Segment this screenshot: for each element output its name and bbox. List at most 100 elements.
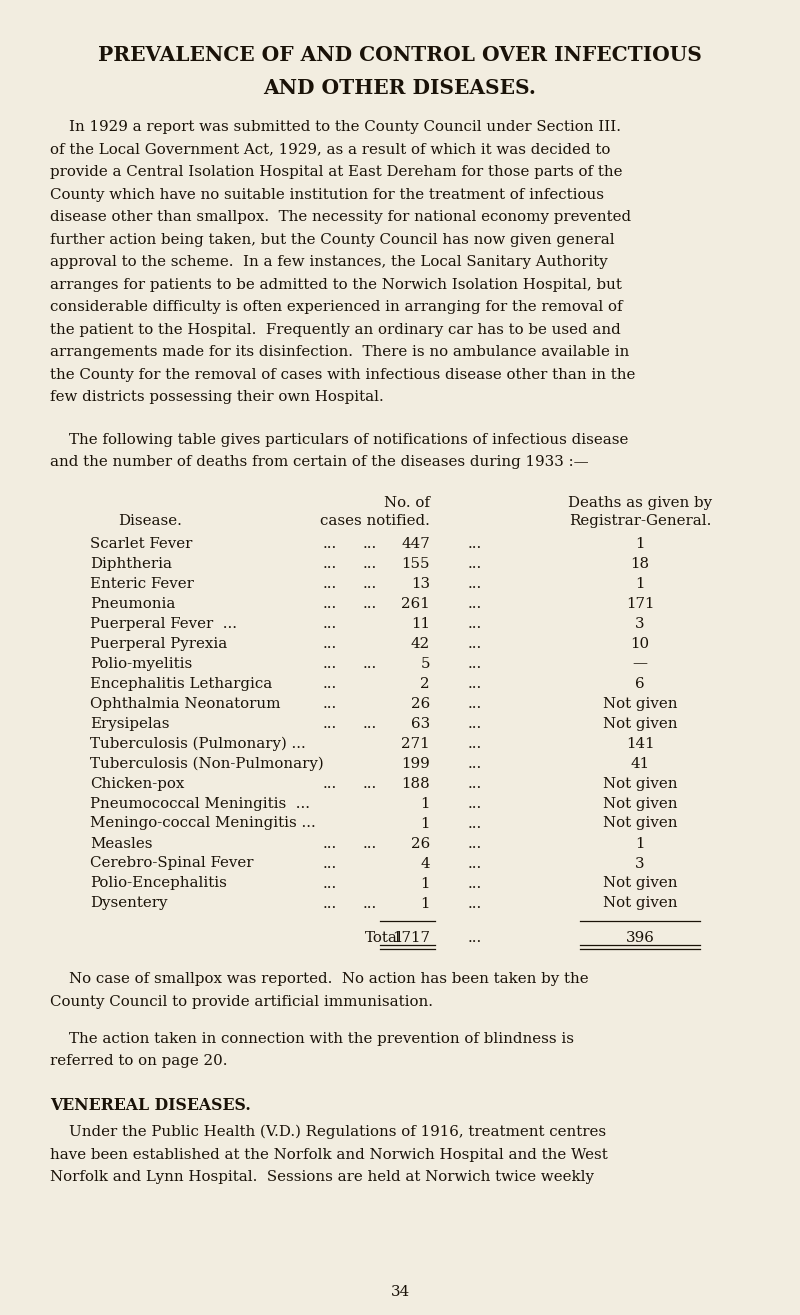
Text: 18: 18 [630, 556, 650, 571]
Text: ...: ... [468, 556, 482, 571]
Text: PREVALENCE OF AND CONTROL OVER INFECTIOUS: PREVALENCE OF AND CONTROL OVER INFECTIOU… [98, 45, 702, 64]
Text: Total: Total [365, 931, 402, 944]
Text: ...: ... [323, 717, 337, 731]
Text: ...: ... [468, 817, 482, 831]
Text: ...: ... [323, 576, 337, 590]
Text: Enteric Fever: Enteric Fever [90, 576, 194, 590]
Text: Polio-Encephalitis: Polio-Encephalitis [90, 877, 227, 890]
Text: disease other than smallpox.  The necessity for national economy prevented: disease other than smallpox. The necessi… [50, 210, 631, 224]
Text: ...: ... [323, 776, 337, 790]
Text: ...: ... [363, 897, 377, 910]
Text: 261: 261 [402, 597, 430, 610]
Text: considerable difficulty is often experienced in arranging for the removal of: considerable difficulty is often experie… [50, 300, 622, 314]
Text: 26: 26 [410, 697, 430, 710]
Text: approval to the scheme.  In a few instances, the Local Sanitary Authority: approval to the scheme. In a few instanc… [50, 255, 608, 270]
Text: ...: ... [468, 797, 482, 810]
Text: ...: ... [323, 836, 337, 851]
Text: ...: ... [323, 617, 337, 630]
Text: Polio-myelitis: Polio-myelitis [90, 656, 192, 671]
Text: The action taken in connection with the prevention of blindness is: The action taken in connection with the … [50, 1031, 574, 1045]
Text: In 1929 a report was submitted to the County Council under Section III.: In 1929 a report was submitted to the Co… [50, 120, 621, 134]
Text: ...: ... [363, 776, 377, 790]
Text: few districts possessing their own Hospital.: few districts possessing their own Hospi… [50, 391, 384, 404]
Text: ...: ... [468, 856, 482, 871]
Text: ...: ... [468, 756, 482, 771]
Text: Chicken-pox: Chicken-pox [90, 776, 184, 790]
Text: ...: ... [323, 856, 337, 871]
Text: Not given: Not given [602, 776, 678, 790]
Text: Encephalitis Lethargica: Encephalitis Lethargica [90, 676, 272, 690]
Text: arrangements made for its disinfection.  There is no ambulance available in: arrangements made for its disinfection. … [50, 345, 630, 359]
Text: ...: ... [468, 736, 482, 751]
Text: 13: 13 [411, 576, 430, 590]
Text: Cerebro-Spinal Fever: Cerebro-Spinal Fever [90, 856, 254, 871]
Text: Measles: Measles [90, 836, 153, 851]
Text: the patient to the Hospital.  Frequently an ordinary car has to be used and: the patient to the Hospital. Frequently … [50, 322, 621, 337]
Text: Tuberculosis (Non-Pulmonary): Tuberculosis (Non-Pulmonary) [90, 756, 324, 771]
Text: further action being taken, but the County Council has now given general: further action being taken, but the Coun… [50, 233, 614, 246]
Text: Meningo-coccal Meningitis ...: Meningo-coccal Meningitis ... [90, 817, 316, 831]
Text: Puerperal Fever  ...: Puerperal Fever ... [90, 617, 237, 630]
Text: ...: ... [323, 537, 337, 551]
Text: provide a Central Isolation Hospital at East Dereham for those parts of the: provide a Central Isolation Hospital at … [50, 164, 622, 179]
Text: 1: 1 [635, 836, 645, 851]
Text: 34: 34 [390, 1285, 410, 1299]
Text: ...: ... [363, 836, 377, 851]
Text: Registrar-General.: Registrar-General. [569, 514, 711, 529]
Text: ...: ... [323, 656, 337, 671]
Text: 1: 1 [421, 877, 430, 890]
Text: 199: 199 [402, 756, 430, 771]
Text: ...: ... [468, 576, 482, 590]
Text: ...: ... [363, 656, 377, 671]
Text: Pneumonia: Pneumonia [90, 597, 175, 610]
Text: 1: 1 [421, 817, 430, 831]
Text: 188: 188 [402, 776, 430, 790]
Text: ...: ... [468, 537, 482, 551]
Text: ...: ... [363, 556, 377, 571]
Text: Not given: Not given [602, 797, 678, 810]
Text: County which have no suitable institution for the treatment of infectious: County which have no suitable institutio… [50, 188, 604, 201]
Text: Not given: Not given [602, 717, 678, 731]
Text: 5: 5 [421, 656, 430, 671]
Text: ...: ... [323, 676, 337, 690]
Text: ...: ... [468, 776, 482, 790]
Text: No. of: No. of [384, 496, 430, 509]
Text: ...: ... [323, 636, 337, 651]
Text: Erysipelas: Erysipelas [90, 717, 170, 731]
Text: ...: ... [323, 697, 337, 710]
Text: ...: ... [363, 597, 377, 610]
Text: ...: ... [468, 597, 482, 610]
Text: 3: 3 [635, 856, 645, 871]
Text: 271: 271 [402, 736, 430, 751]
Text: 41: 41 [630, 756, 650, 771]
Text: ...: ... [363, 576, 377, 590]
Text: 4: 4 [420, 856, 430, 871]
Text: VENEREAL DISEASES.: VENEREAL DISEASES. [50, 1097, 250, 1114]
Text: of the Local Government Act, 1929, as a result of which it was decided to: of the Local Government Act, 1929, as a … [50, 142, 610, 156]
Text: arranges for patients to be admitted to the Norwich Isolation Hospital, but: arranges for patients to be admitted to … [50, 277, 622, 292]
Text: Pneumococcal Meningitis  ...: Pneumococcal Meningitis ... [90, 797, 310, 810]
Text: Not given: Not given [602, 877, 678, 890]
Text: the County for the removal of cases with infectious disease other than in the: the County for the removal of cases with… [50, 367, 635, 381]
Text: Deaths as given by: Deaths as given by [568, 496, 712, 509]
Text: AND OTHER DISEASES.: AND OTHER DISEASES. [263, 78, 537, 99]
Text: Not given: Not given [602, 697, 678, 710]
Text: 1: 1 [421, 797, 430, 810]
Text: referred to on page 20.: referred to on page 20. [50, 1055, 227, 1068]
Text: Not given: Not given [602, 817, 678, 831]
Text: —: — [633, 656, 647, 671]
Text: ...: ... [468, 676, 482, 690]
Text: ...: ... [323, 877, 337, 890]
Text: 1717: 1717 [392, 931, 430, 944]
Text: Ophthalmia Neonatorum: Ophthalmia Neonatorum [90, 697, 281, 710]
Text: ...: ... [468, 697, 482, 710]
Text: ...: ... [468, 931, 482, 944]
Text: Under the Public Health (V.D.) Regulations of 1916, treatment centres: Under the Public Health (V.D.) Regulatio… [50, 1126, 606, 1139]
Text: ...: ... [468, 636, 482, 651]
Text: ...: ... [468, 617, 482, 630]
Text: ...: ... [468, 877, 482, 890]
Text: Not given: Not given [602, 897, 678, 910]
Text: and the number of deaths from certain of the diseases during 1933 :—: and the number of deaths from certain of… [50, 455, 589, 469]
Text: County Council to provide artificial immunisation.: County Council to provide artificial imm… [50, 995, 433, 1009]
Text: ...: ... [363, 717, 377, 731]
